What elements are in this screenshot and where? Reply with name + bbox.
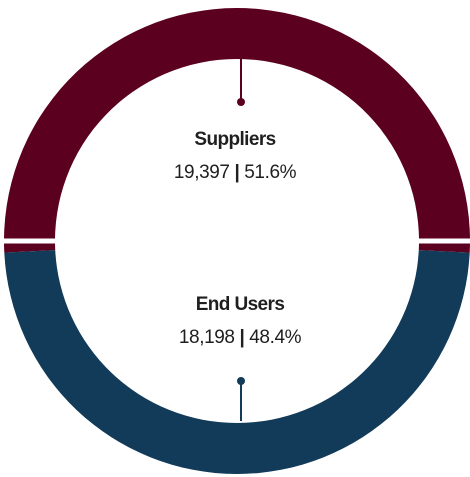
value-separator: |	[239, 327, 249, 348]
label-end-users: End Users	[196, 294, 285, 315]
label-suppliers: Suppliers	[194, 129, 275, 150]
slice-suppliers[interactable]	[4, 8, 470, 253]
value-number-suppliers: 19,397	[174, 162, 230, 183]
percent-suppliers: 51.6%	[244, 162, 296, 183]
value-separator: |	[234, 162, 244, 183]
slice-labels: Suppliers 19,397 | 51.6% End Users 18,19…	[174, 129, 302, 348]
value-number-end-users: 18,198	[179, 327, 235, 348]
leader-dot-suppliers	[237, 98, 245, 106]
slice-end-users[interactable]	[4, 250, 470, 474]
percent-end-users: 48.4%	[249, 327, 301, 348]
value-suppliers: 19,397 | 51.6%	[174, 162, 297, 183]
leader-lines	[237, 58, 245, 421]
ring-layer	[0, 8, 470, 474]
value-end-users: 18,198 | 48.4%	[179, 327, 302, 348]
leader-dot-end-users	[237, 377, 245, 385]
